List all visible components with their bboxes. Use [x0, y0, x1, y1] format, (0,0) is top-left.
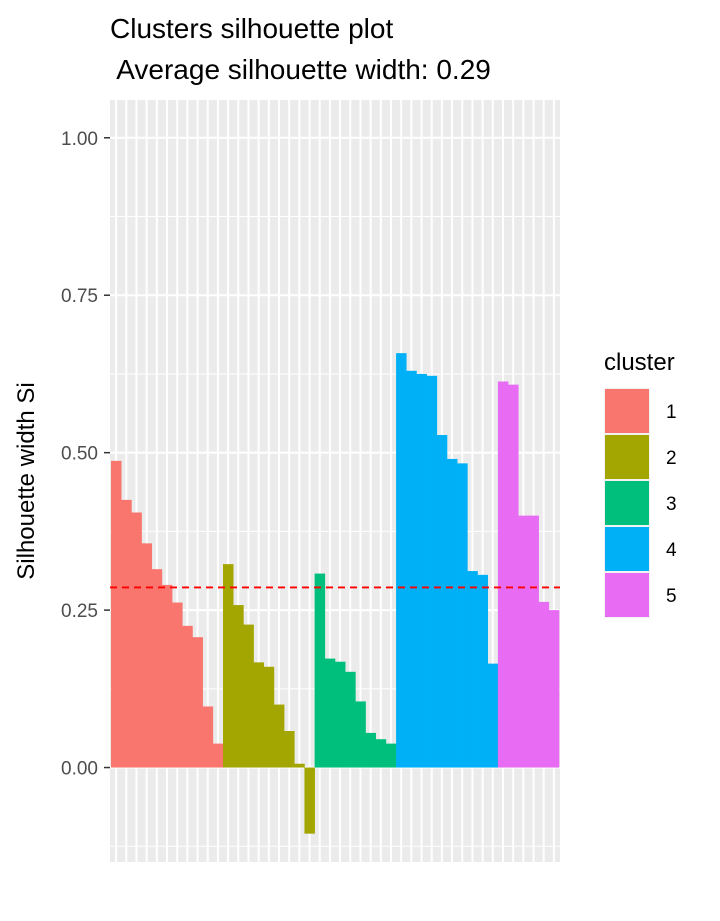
silhouette-bar — [426, 375, 438, 768]
silhouette-bar — [172, 602, 183, 768]
chart-title-line1: Clusters silhouette plot — [110, 13, 393, 44]
silhouette-bar — [131, 512, 142, 768]
chart-title-line2: Average silhouette width: 0.29 — [110, 54, 491, 85]
silhouette-bar — [243, 624, 254, 768]
legend: 1 2 3 4 5 — [604, 388, 677, 618]
silhouette-bar — [487, 663, 499, 768]
legend-swatch-5 — [605, 573, 649, 617]
legend-label-4: 4 — [666, 540, 677, 561]
y-tick-label: 1.00 — [61, 129, 98, 150]
silhouette-bar — [365, 732, 377, 768]
y-axis: 0.00 0.25 0.50 0.75 1.00 — [61, 129, 110, 780]
y-tick-label: 0.75 — [61, 286, 98, 307]
silhouette-bar — [345, 671, 356, 768]
silhouette-bar — [477, 574, 489, 768]
silhouette-bar — [253, 662, 265, 768]
legend-label-5: 5 — [666, 586, 677, 607]
silhouette-bar — [151, 569, 163, 768]
silhouette-bar — [121, 499, 132, 768]
legend-swatch-1 — [605, 389, 649, 433]
silhouette-bar — [223, 564, 234, 768]
silhouette-bar — [273, 704, 285, 768]
silhouette-bar — [202, 706, 214, 768]
bars — [111, 353, 560, 834]
silhouette-bar — [284, 731, 295, 768]
silhouette-bar — [141, 543, 153, 768]
silhouette-bar — [416, 373, 427, 768]
silhouette-bar — [263, 666, 275, 768]
legend-swatch-2 — [605, 435, 649, 479]
silhouette-bar — [314, 573, 326, 768]
silhouette-bar — [233, 605, 244, 768]
silhouette-bar — [324, 658, 336, 768]
silhouette-bar — [406, 370, 417, 768]
silhouette-bar — [548, 610, 560, 768]
y-tick-label: 0.25 — [61, 601, 98, 622]
legend-label-3: 3 — [666, 494, 677, 515]
legend-label-1: 1 — [666, 402, 677, 423]
silhouette-bar — [192, 637, 203, 768]
silhouette-bar — [538, 601, 550, 768]
silhouette-bar — [467, 571, 478, 768]
silhouette-bar — [335, 661, 346, 768]
y-axis-title: Silhouette width Si — [13, 382, 40, 579]
legend-swatch-3 — [605, 481, 649, 525]
legend-label-2: 2 — [666, 448, 677, 469]
silhouette-bar — [111, 460, 122, 768]
silhouette-bar — [457, 463, 468, 768]
y-tick-label: 0.00 — [61, 759, 98, 780]
y-tick-label: 0.50 — [61, 444, 98, 465]
silhouette-bar — [375, 739, 387, 768]
silhouette-bar — [294, 763, 305, 768]
silhouette-bar — [508, 384, 519, 768]
silhouette-bar — [497, 381, 509, 768]
silhouette-bar — [436, 435, 448, 768]
silhouette-bar — [182, 625, 193, 768]
legend-title: cluster — [604, 349, 675, 376]
silhouette-bar — [518, 515, 529, 768]
silhouette-bar — [446, 458, 458, 768]
legend-swatch-4 — [605, 527, 649, 571]
silhouette-bar — [396, 353, 407, 768]
silhouette-bar — [355, 701, 366, 768]
silhouette-bar — [528, 515, 539, 768]
silhouette-bar — [161, 584, 173, 768]
silhouette-bar — [385, 743, 397, 768]
silhouette-bar — [304, 767, 315, 834]
silhouette-bar — [212, 743, 224, 768]
